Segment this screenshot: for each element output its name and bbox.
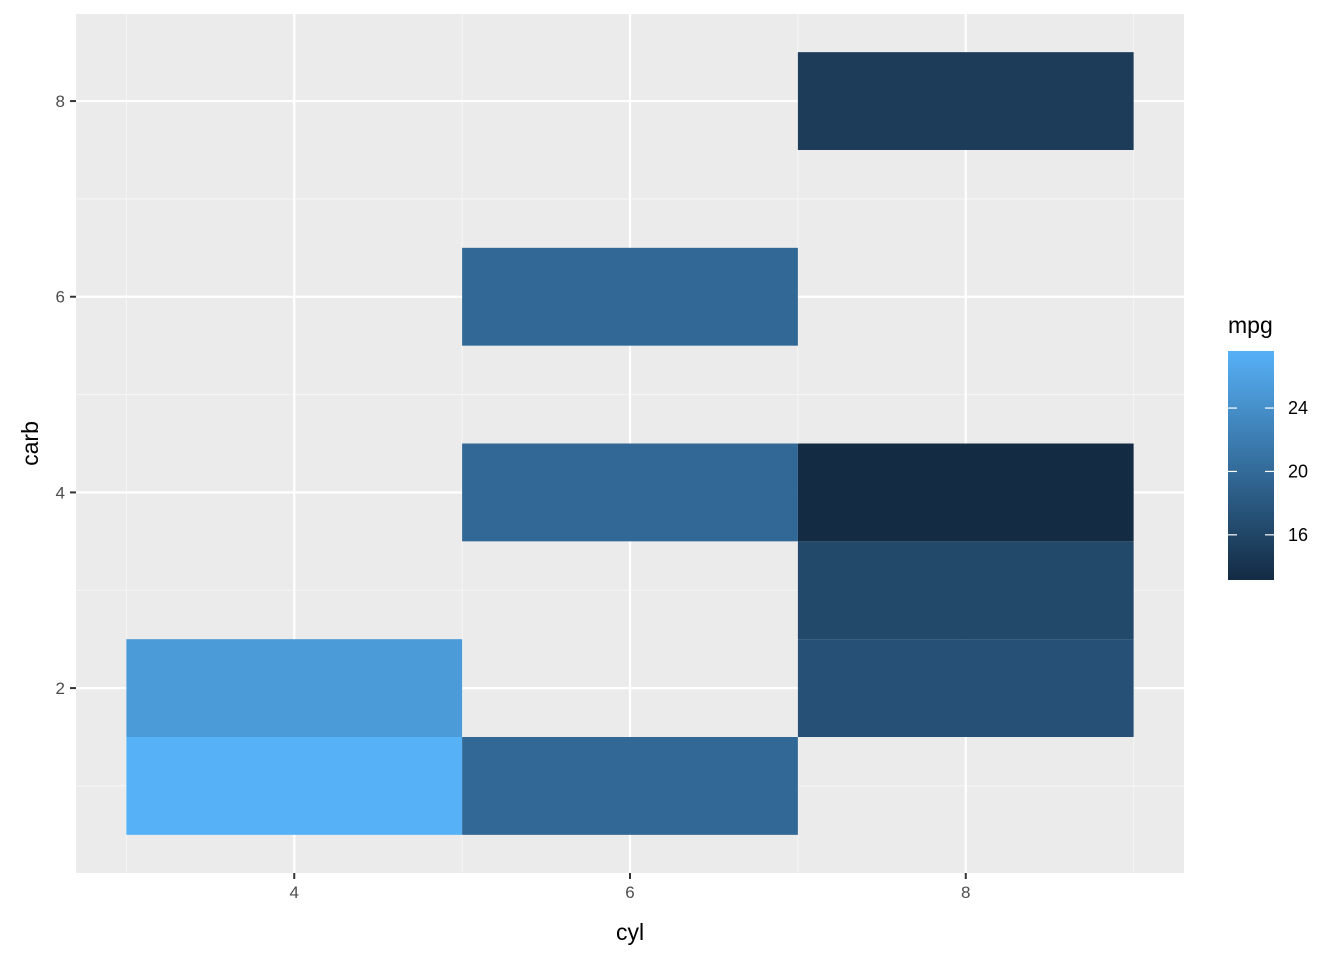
y-tick-label: 4	[56, 483, 65, 502]
x-axis: 4 6 8	[290, 873, 970, 902]
heatmap-tile	[462, 737, 798, 835]
legend-tick-label: 16	[1288, 525, 1308, 545]
heatmap-tile	[797, 541, 1134, 640]
heatmap-tile	[462, 443, 798, 542]
heatmap-tile	[797, 52, 1134, 150]
legend-colorbar	[1228, 351, 1274, 580]
y-tick-label: 6	[56, 288, 65, 307]
heatmap-tile	[797, 443, 1134, 542]
legend-tick-label: 20	[1288, 461, 1308, 481]
x-tick-label: 6	[625, 883, 634, 902]
y-axis-title: carb	[17, 421, 43, 466]
color-legend: mpg 16 20 24	[1228, 312, 1308, 580]
x-axis-title: cyl	[616, 919, 644, 945]
heatmap-tile	[126, 639, 463, 738]
heatmap-tile	[462, 247, 798, 346]
y-tick-label: 2	[56, 679, 65, 698]
legend-title: mpg	[1228, 312, 1273, 338]
heatmap-tile	[797, 639, 1134, 738]
y-axis: 2 4 6 8	[56, 92, 76, 698]
y-tick-label: 8	[56, 92, 65, 111]
heatmap-tile	[126, 737, 463, 835]
x-tick-label: 8	[961, 883, 970, 902]
legend-ticks: 16 20 24	[1228, 398, 1308, 545]
legend-tick-label: 24	[1288, 398, 1308, 418]
heatmap-tiles	[126, 52, 1134, 835]
x-tick-label: 4	[290, 883, 299, 902]
